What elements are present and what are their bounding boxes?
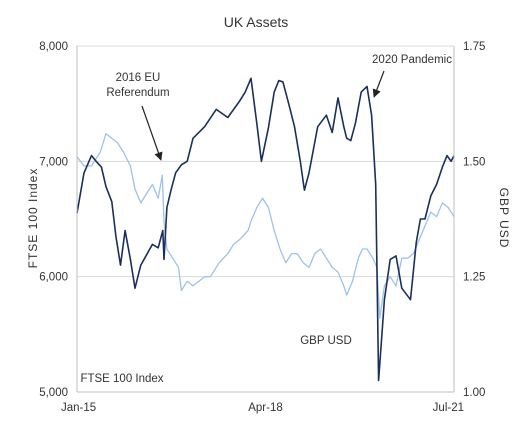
annotation-eu-referendum-line1: 2016 EU	[116, 72, 161, 84]
series-label-ftse-100: FTSE 100 Index	[80, 373, 163, 385]
series-line-gbp-usd	[76, 133, 455, 319]
annotation-pandemic: 2020 Pandemic	[372, 54, 452, 66]
right-tick-label-3: 1.75	[463, 41, 485, 53]
right-tick-label-1: 1.25	[463, 272, 485, 284]
left-tick-label-3: 8,000	[39, 41, 68, 53]
series-line-ftse-100	[76, 77, 455, 382]
left-tick-label-1: 6,000	[39, 272, 68, 284]
right-tick-label-2: 1.50	[463, 156, 485, 168]
annotation-eu-referendum-line2: Referendum	[106, 87, 169, 99]
left-tick-label-2: 7,000	[39, 156, 68, 168]
series-label-gbp-usd: GBP USD	[300, 335, 352, 347]
x-axis-ticks: Jan-15 Apr-18 Jul-21	[61, 402, 464, 414]
left-axis-label: FTSE 100 Index	[26, 168, 40, 269]
annotation-pandemic-arrow	[372, 70, 385, 98]
annotation-eu-referendum-arrow	[141, 105, 163, 161]
x-tick-label-0: Jan-15	[61, 402, 96, 414]
right-tick-label-0: 1.00	[463, 387, 485, 399]
chart-title: UK Assets	[224, 14, 289, 30]
right-axis-ticks: 1.00 1.25 1.50 1.75	[463, 41, 485, 399]
left-axis-ticks: 5,000 6,000 7,000 8,000	[39, 41, 68, 399]
right-axis-label: GBP USD	[497, 188, 511, 249]
x-tick-label-1: Apr-18	[248, 402, 283, 414]
left-tick-label-0: 5,000	[39, 387, 68, 399]
x-tick-label-2: Jul-21	[433, 402, 464, 414]
